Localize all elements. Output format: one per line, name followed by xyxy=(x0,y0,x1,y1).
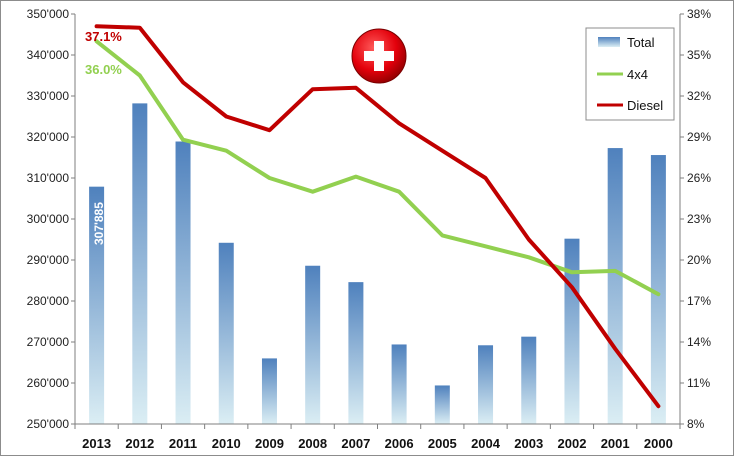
left-tick-label: 260'000 xyxy=(27,376,70,390)
x-tick-label-2012: 2012 xyxy=(125,436,154,451)
x-tick-label-2006: 2006 xyxy=(385,436,414,451)
diesel-data-label: 37.1% xyxy=(85,29,122,44)
bar-total-2001 xyxy=(607,148,623,424)
x-tick-label-2009: 2009 xyxy=(255,436,284,451)
x-tick-label-2013: 2013 xyxy=(82,436,111,451)
bar-total-2002 xyxy=(564,238,580,424)
bar-total-2010 xyxy=(218,242,234,424)
right-tick-label: 20% xyxy=(687,253,711,267)
left-tick-label: 300'000 xyxy=(27,212,70,226)
x-tick-label-2004: 2004 xyxy=(471,436,501,451)
swiss-flag-icon xyxy=(351,28,407,84)
right-tick-label: 11% xyxy=(687,376,710,390)
left-tick-label: 320'000 xyxy=(27,130,70,144)
fourx4-data-label: 36.0% xyxy=(85,62,122,77)
right-tick-label: 14% xyxy=(687,335,711,349)
right-tick-label: 23% xyxy=(687,212,711,226)
legend-label-diesel: Diesel xyxy=(627,98,663,113)
bar-total-2005 xyxy=(434,385,450,424)
left-tick-label: 250'000 xyxy=(27,417,70,431)
left-tick-label: 270'000 xyxy=(27,335,70,349)
legend-label-total: Total xyxy=(627,35,655,50)
right-tick-label: 38% xyxy=(687,7,711,21)
left-tick-label: 290'000 xyxy=(27,253,70,267)
bar-total-2013 xyxy=(89,186,105,424)
bar-total-2004 xyxy=(478,345,494,424)
total-bars xyxy=(89,103,666,425)
x-tick-label-2007: 2007 xyxy=(341,436,370,451)
left-tick-label: 340'000 xyxy=(27,48,70,62)
right-axis-ticks: 8% 11% 14% 17% 20% 23% 26% 29% 32% 35% 38% xyxy=(680,7,711,431)
bar-total-2011 xyxy=(175,141,191,424)
left-tick-label: 350'000 xyxy=(27,7,70,21)
x-tick-label-2002: 2002 xyxy=(558,436,587,451)
right-tick-label: 17% xyxy=(687,294,711,308)
right-tick-label: 26% xyxy=(687,171,711,185)
x-tick-label-2010: 2010 xyxy=(212,436,241,451)
x-tick-label-2005: 2005 xyxy=(428,436,457,451)
series-lines xyxy=(94,24,661,409)
line-diesel xyxy=(94,24,661,409)
x-tick-label-2008: 2008 xyxy=(298,436,327,451)
bar-total-2003 xyxy=(521,336,537,424)
bar-data-label: 307'885 xyxy=(92,202,106,245)
right-tick-label: 29% xyxy=(687,130,711,144)
bar-total-2007 xyxy=(348,282,364,424)
bar-total-2009 xyxy=(261,358,277,424)
bar-total-2008 xyxy=(305,265,321,424)
x-axis-ticks: 2013 2012 2011 2010 2009 2008 2007 2006 2005 2004… xyxy=(74,424,681,451)
line-4x4 xyxy=(94,39,661,297)
x-tick-label-2001: 2001 xyxy=(601,436,630,451)
x-tick-label-2003: 2003 xyxy=(514,436,543,451)
right-tick-label: 8% xyxy=(687,417,705,431)
bar-total-2006 xyxy=(391,344,407,424)
left-axis-ticks: 250'000 260'000 270'000 280'000 290'000 300'0… xyxy=(27,7,75,431)
x-tick-label-2000: 2000 xyxy=(644,436,673,451)
bar-total-2000 xyxy=(650,155,666,425)
right-tick-label: 35% xyxy=(687,48,711,62)
left-tick-label: 310'000 xyxy=(27,171,70,185)
legend-swatch-total xyxy=(598,37,620,47)
legend-label-4x4: 4x4 xyxy=(627,67,648,82)
right-tick-label: 32% xyxy=(687,89,711,103)
left-tick-label: 330'000 xyxy=(27,89,70,103)
legend: Total 4x4 Diesel xyxy=(585,27,675,121)
bar-total-2012 xyxy=(132,103,148,424)
left-tick-label: 280'000 xyxy=(27,294,70,308)
x-tick-label-2011: 2011 xyxy=(169,436,197,451)
